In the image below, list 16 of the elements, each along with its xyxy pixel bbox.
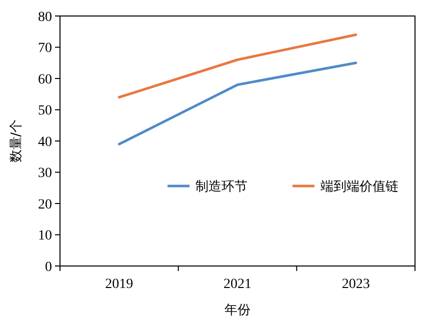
y-tick-label: 80: [38, 10, 52, 25]
legend-label: 制造环节: [196, 180, 248, 195]
y-tick-label: 70: [38, 41, 52, 56]
y-tick-label: 10: [38, 228, 52, 244]
y-tick-label: 20: [38, 197, 52, 212]
legend-label: 端到端价值链: [320, 180, 398, 195]
y-tick-label: 40: [38, 134, 52, 150]
x-tick-label: 2019: [105, 277, 134, 292]
x-axis-title: 年份: [224, 303, 250, 318]
x-tick-label: 2021: [224, 277, 252, 292]
y-tick-label: 30: [38, 166, 52, 182]
y-tick-label: 50: [38, 104, 52, 119]
y-tick-label: 0: [45, 260, 52, 275]
y-tick-label: 60: [38, 72, 52, 88]
y-axis-title: 数量/个: [9, 119, 24, 163]
x-tick-label: 2023: [342, 277, 370, 292]
